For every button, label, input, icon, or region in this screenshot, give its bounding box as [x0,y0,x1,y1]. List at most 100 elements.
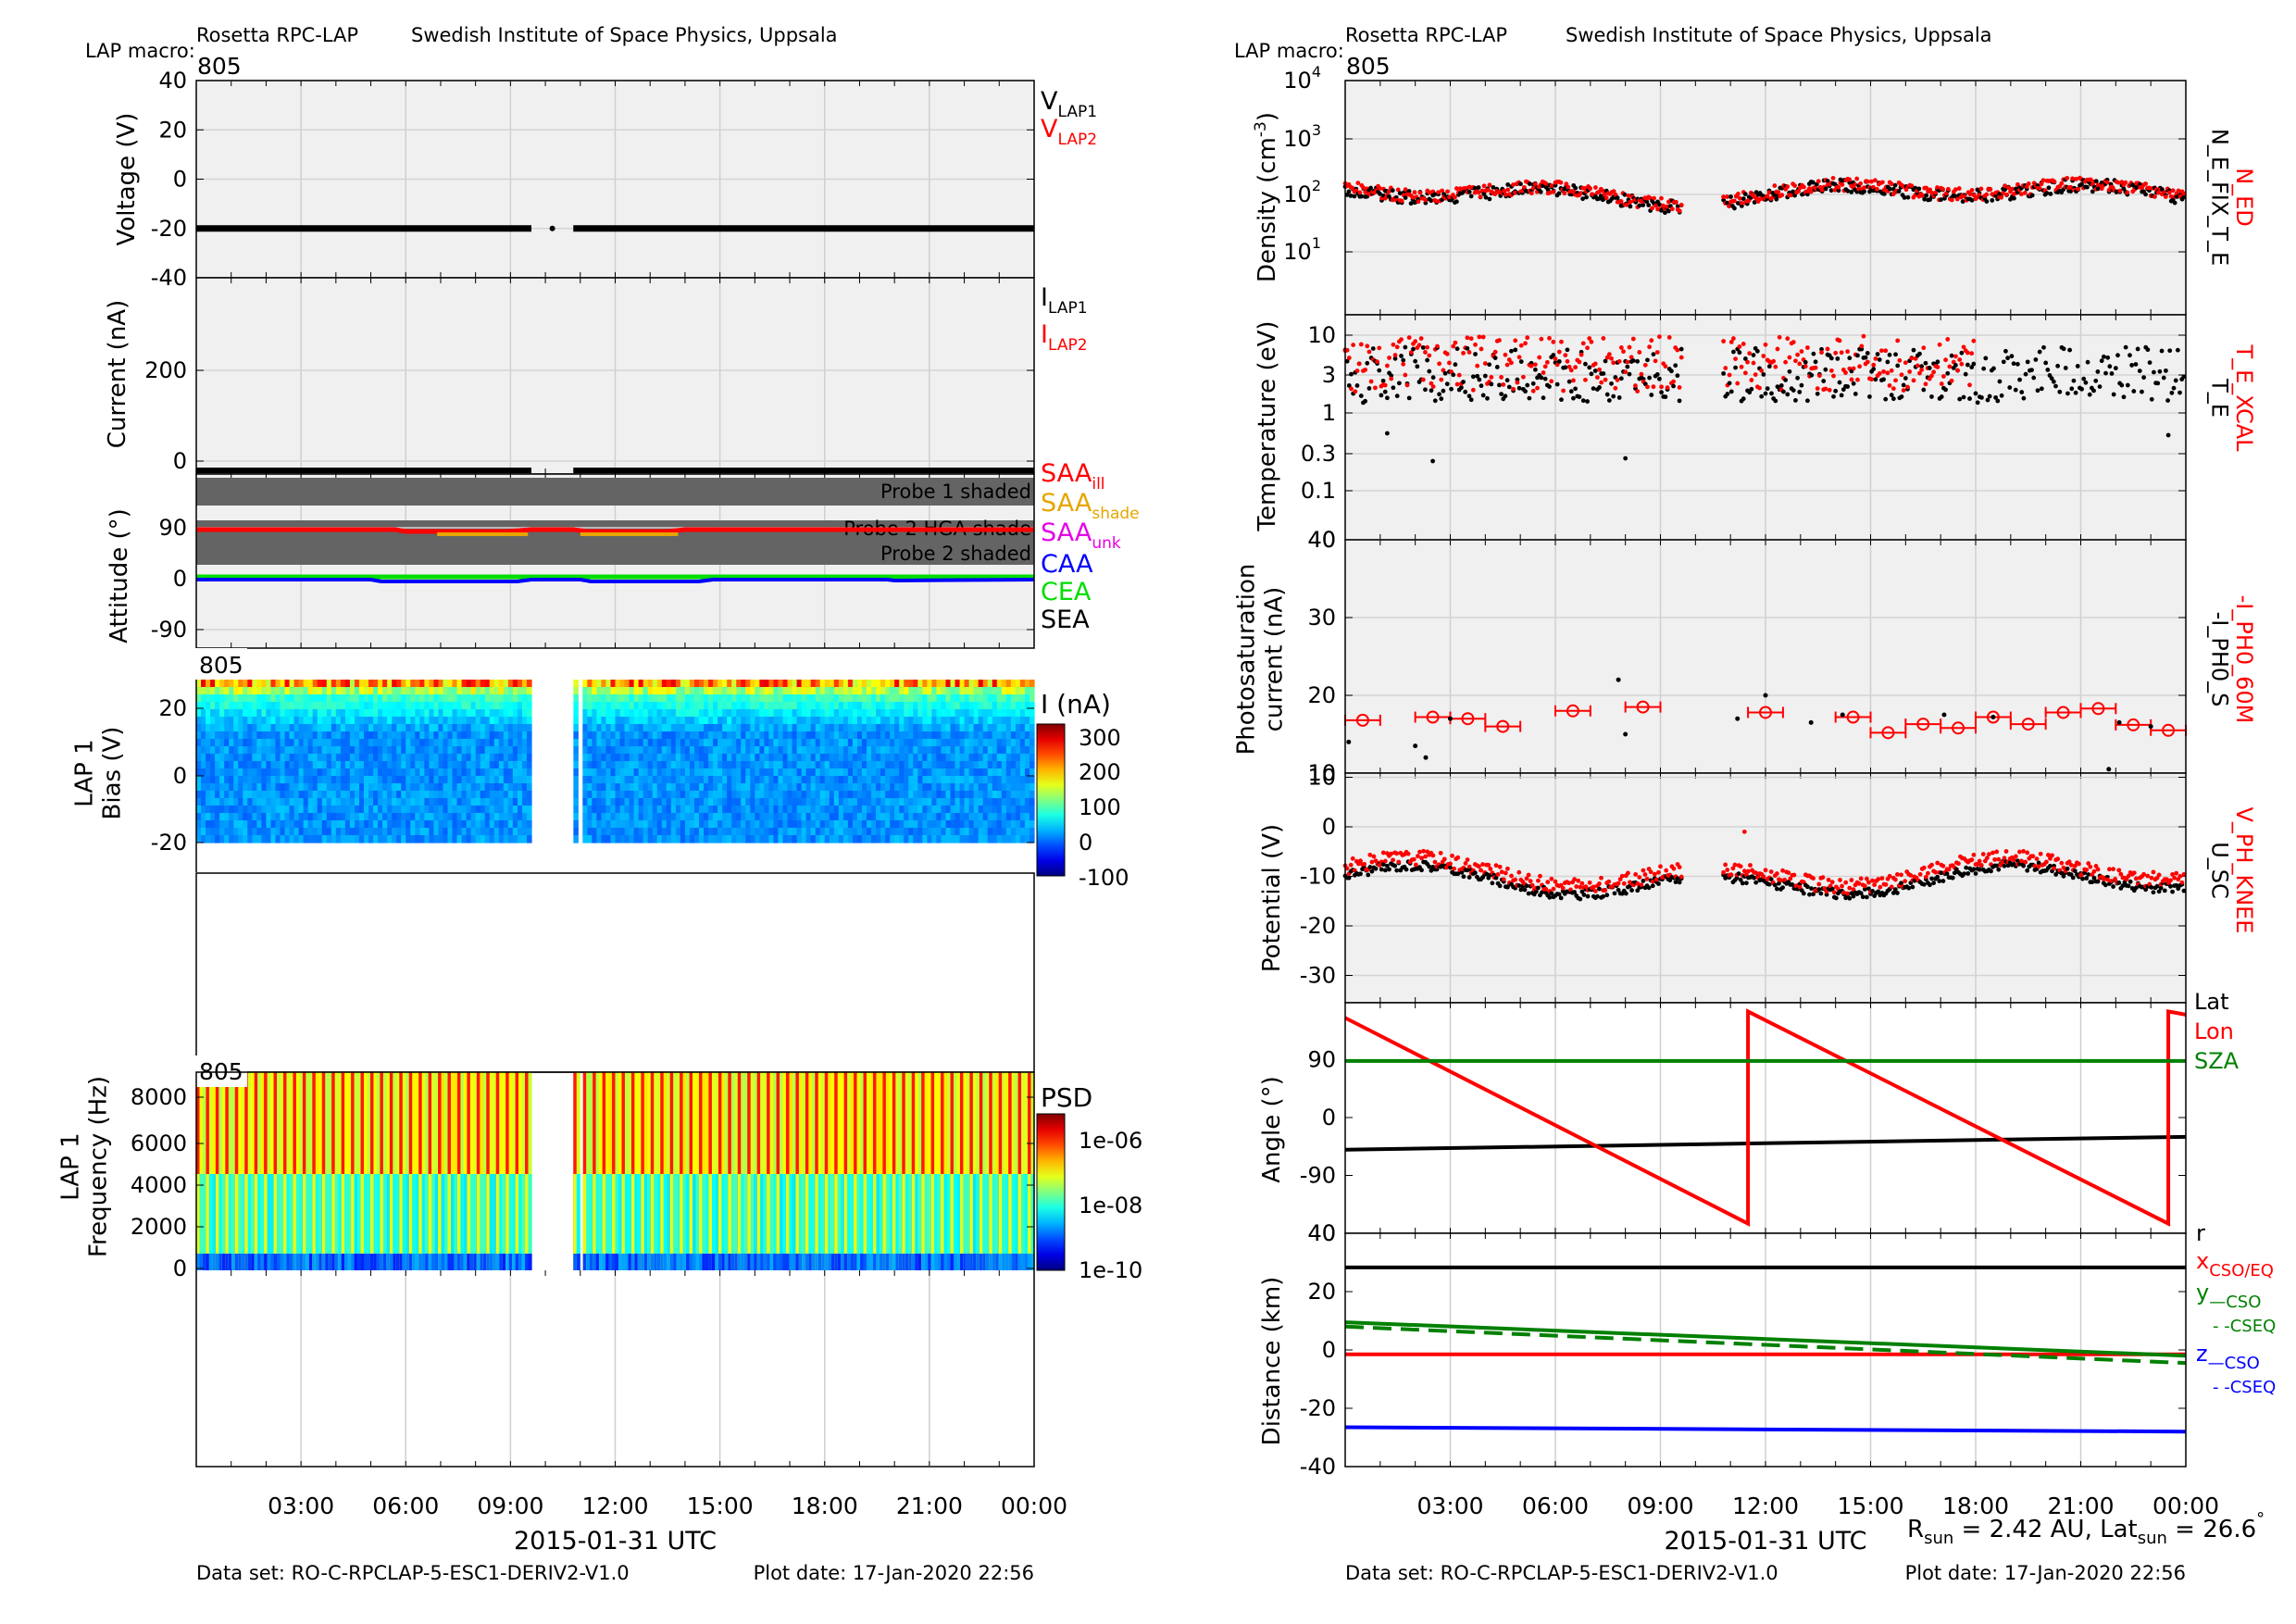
bias-cell [284,791,291,799]
bias-cell [908,724,914,732]
bias-cell [759,680,765,688]
psd-column-low [525,1174,530,1270]
bias-cell [243,746,248,755]
bias-cell [759,746,765,755]
bias-cell [349,687,356,695]
bias-cell [633,717,640,725]
bias-cell [601,768,607,777]
bias-cell [429,820,435,829]
bias-cell [354,776,360,784]
bias-cell [647,717,654,725]
bias-cell [638,798,644,806]
bias-cell [810,746,817,755]
bias-cell [475,687,481,695]
bias-cell [764,768,770,777]
bias-cell [382,680,388,688]
psd-column-base [289,1254,294,1270]
bias-cell [517,791,523,799]
bias-cell [792,709,798,718]
bias-cell [392,783,397,792]
bias-cell [833,798,840,806]
bias-cell [382,835,388,843]
bias-cell [796,731,803,740]
bias-cell [684,694,691,703]
bias-cell [661,813,668,821]
bias-cell [638,791,644,799]
bias-cell [689,731,695,740]
bias-cell [252,791,257,799]
bias-cell [629,709,635,718]
bias-cell [755,835,760,843]
bias-cell [792,724,798,732]
bias-cell [978,791,984,799]
bias-cell [396,687,402,695]
bias-cell [992,768,998,777]
bias-cell [741,709,746,718]
bias-cell [699,776,705,784]
bias-cell [801,709,807,718]
bias-cell [349,776,356,784]
bias-cell [503,798,509,806]
bias-cell [899,835,905,843]
bias-cell [876,717,881,725]
psd-column [905,1072,909,1270]
bias-cell [1024,694,1030,703]
bias-cell [633,820,640,829]
bias-cell [358,680,365,688]
psd-column [630,1072,635,1270]
psd-column-base [495,1254,500,1270]
bias-cell [526,746,532,755]
bias-cell [959,702,966,710]
bias-cell [592,680,597,688]
bias-cell [392,835,397,843]
y-tick-label: 2000 [131,1214,187,1240]
bias-cell [847,746,854,755]
bias-cell [480,768,486,777]
psd-column [456,1072,462,1270]
psd-column-base [705,1254,710,1270]
bias-cell [847,798,854,806]
bias-cell [582,694,588,703]
bias-cell [1005,828,1012,836]
bias-cell [470,687,477,695]
bias-cell [824,806,830,814]
bias-cell [755,717,760,725]
bias-cell [261,791,268,799]
bias-cell [1005,835,1012,843]
bias-cell [908,813,914,821]
bias-cell [689,717,695,725]
bias-cell [680,687,686,695]
bias-cell [638,761,644,769]
bias-cell [856,798,863,806]
bias-cell [307,731,314,740]
bias-cell [307,813,314,821]
bias-cell [493,783,500,792]
bias-cell [847,776,854,784]
bias-cell [778,702,784,710]
bias-cell [805,806,812,814]
bias-cell [456,709,463,718]
psd-column-base [508,1254,513,1270]
density-point [1361,185,1366,191]
bias-cell [708,776,714,784]
bias-cell [684,761,691,769]
bias-cell [638,806,644,814]
bias-cell [429,694,435,703]
bias-cell [452,702,458,710]
bias-cell [484,820,491,829]
psd-column-low [785,1174,791,1270]
bias-cell [461,687,468,695]
bias-cell [704,791,709,799]
bias-cell [680,746,686,755]
bias-cell [1029,717,1035,725]
bias-cell [656,783,663,792]
bias-cell [750,754,755,762]
bias-cell [452,791,458,799]
colorbar-title: PSD [1041,1082,1092,1113]
psd-column [808,1072,813,1270]
bias-cell [1024,724,1030,732]
bias-cell [713,828,718,836]
psd-column-base [525,1254,530,1270]
bias-cell [787,739,793,747]
bias-cell [601,820,607,829]
